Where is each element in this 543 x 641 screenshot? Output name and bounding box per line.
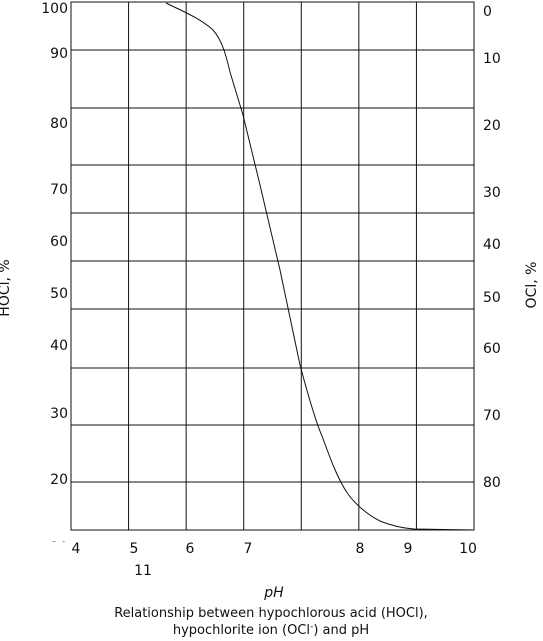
grid [70, 1, 475, 531]
right-tick-label: 0 [483, 4, 492, 20]
left-tick-label: 80 [50, 116, 68, 132]
left-tick-label: 10 [50, 540, 68, 556]
left-tick-label: 20 [50, 472, 68, 488]
right-tick-label: 80 [483, 475, 501, 491]
left-tick-label: 30 [50, 406, 68, 422]
left-tick-label: 100 [41, 1, 68, 17]
right-tick-label: 50 [483, 290, 501, 306]
left-tick-label: 70 [50, 182, 68, 198]
left-tick-label: 90 [50, 46, 68, 62]
labels: 1009080706050403020100102030405060708090… [41, 1, 501, 557]
caption-superscript: - [310, 622, 313, 632]
x-tick-label: 8 [356, 541, 365, 557]
plot-frame [70, 1, 475, 531]
x-axis-label: pH [263, 585, 284, 601]
left-axis-label: HOCl, % [0, 259, 13, 316]
x-tick-label: 5 [130, 541, 139, 557]
caption-text: hypochlorite ion (OCl [173, 623, 310, 638]
caption-text: ) and pH [313, 623, 369, 638]
right-axis-label: OCl, % [524, 262, 540, 309]
right-tick-label: 60 [483, 341, 501, 357]
left-tick-label: 60 [50, 234, 68, 250]
caption-line: Relationship between hypochlorous acid (… [114, 606, 428, 621]
right-tick-label: 10 [483, 51, 501, 67]
right-tick-label: 70 [483, 408, 501, 424]
x-tick-label: 4 [72, 541, 81, 557]
caption-line: hypochlorite ion (OCl-) and pH [173, 622, 369, 638]
left-tick-label: 50 [50, 286, 68, 302]
extra-x-label: 11 [134, 563, 152, 579]
left-tick-label: 40 [50, 338, 68, 354]
x-tick-label: 7 [244, 541, 253, 557]
curve [165, 2, 475, 531]
right-tick-label: 30 [483, 185, 501, 201]
x-tick-label: 6 [186, 541, 195, 557]
x-tick-label: 9 [404, 541, 413, 557]
right-tick-label: 40 [483, 237, 501, 253]
right-tick-label: 20 [483, 118, 501, 134]
x-tick-label: 10 [459, 541, 477, 557]
